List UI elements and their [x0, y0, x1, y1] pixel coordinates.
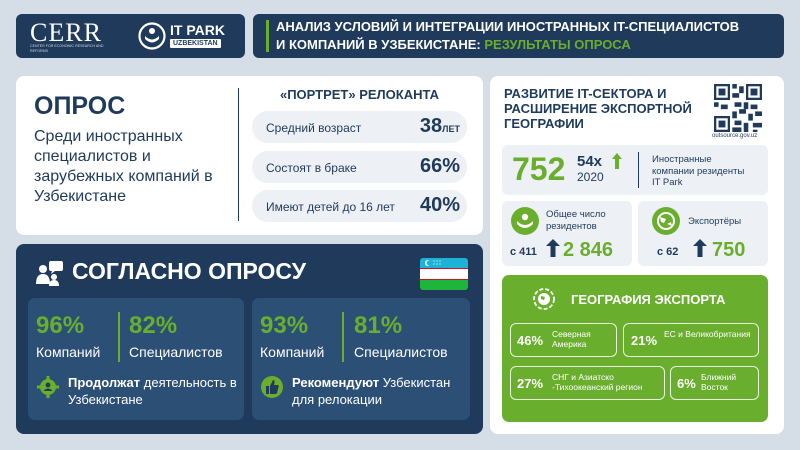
continue-divider: [118, 312, 120, 362]
header-title-line2: И КОМПАНИЙ В УЗБЕКИСТАНЕ: РЕЗУЛЬТАТЫ ОПР…: [276, 37, 631, 52]
portrait-title: «ПОРТРЕТ» РЕЛОКАНТА: [279, 87, 440, 102]
geo-item-cis-apac-name: СНГ и Азиатско -Тихоокеанский регион: [552, 372, 643, 392]
globe-icon: [533, 288, 555, 310]
geo-item-cis-apac-pct: 27%: [517, 376, 544, 391]
it-sector-title: РАЗВИТИЕ IT-СЕКТОРА И РАСШИРЕНИЕ ЭКСПОРТ…: [504, 86, 692, 131]
geo-item-cis-apac: [510, 366, 665, 400]
continue-companies-label: Компаний: [36, 344, 101, 360]
portrait-row-age-unit: ЛЕТ: [442, 124, 460, 134]
cerr-logo: CERR: [30, 18, 102, 47]
foreign-companies-label: Иностранные компании резиденты IT Park: [652, 154, 745, 188]
growth-multiplier: 54x: [577, 153, 603, 170]
geo-item-eu-uk-pct: 21%: [631, 333, 658, 348]
recommend-text: Рекомендуют Узбекистан для релокации: [292, 374, 464, 408]
survey-description: Среди иностранных специалистов и зарубеж…: [34, 128, 213, 205]
itpark-logo-subtitle: UZBEKISTAN: [170, 39, 221, 48]
exporters-label: Экспортёры: [688, 216, 742, 227]
survey-divider: [238, 88, 239, 221]
growth-arrow-icon: [612, 153, 622, 169]
portrait-row-age-value: 38: [419, 115, 443, 137]
opinion-title: СОГЛАСНО ОПРОСУ: [72, 258, 307, 284]
residents-icon: [511, 207, 539, 235]
geo-item-eu-uk-name: ЕС и Великобритания: [664, 329, 751, 339]
continue-companies-pct: 96%: [36, 312, 85, 339]
geo-item-eu-uk: [623, 323, 759, 357]
foreign-companies-count: 752: [512, 151, 566, 187]
recommend-divider: [342, 312, 344, 362]
recommend-text-bold: Рекомендуют: [292, 375, 380, 390]
geo-item-north-america-pct: 46%: [517, 333, 544, 348]
header-accent-bar: [266, 20, 269, 52]
uzbekistan-flag-icon: [420, 258, 468, 290]
portrait-row-married-label: Состоят в браке: [266, 161, 357, 175]
geo-item-north-america-name: Северная Америка: [552, 329, 591, 349]
exporters-to: 750: [712, 239, 746, 261]
portrait-row-married: [252, 151, 467, 183]
recommend-specialists-label: Специалистов: [354, 344, 448, 360]
continue-text-rest: деятельность в Узбекистане: [68, 375, 237, 407]
opinion-subcard-continue: [28, 298, 244, 420]
recommend-text-rest: Узбекистан для релокации: [292, 375, 451, 407]
continue-text: Продолжат деятельность в Узбекистане: [68, 374, 238, 408]
people-chat-icon: [36, 261, 63, 286]
header-title-line2-main: И КОМПАНИЙ В УЗБЕКИСТАНЕ:: [276, 37, 485, 52]
portrait-row-age-value-wrap: 38ЛЕТ: [405, 115, 460, 138]
geo-item-middle-east-pct: 6%: [677, 376, 696, 391]
gear-people-icon: [37, 376, 59, 398]
portrait-row-children-label: Имеют детей до 16 лет: [266, 200, 395, 214]
header-title-line2-accent: РЕЗУЛЬТАТЫ ОПРОСА: [484, 37, 631, 52]
residents-arrow-icon: [546, 239, 560, 257]
geo-item-middle-east: [670, 366, 759, 400]
residents-label: Общее число резидентов: [546, 209, 606, 232]
survey-title: ОПРОС: [34, 92, 126, 120]
growth-since-year: 2020: [577, 170, 604, 184]
geo-item-north-america: [510, 323, 617, 357]
opinion-subcard-recommend: [252, 298, 470, 420]
exporters-globe-icon: [652, 207, 680, 235]
portrait-row-children-value: 40%: [419, 194, 460, 216]
qr-code-icon[interactable]: [714, 84, 762, 132]
recommend-companies-pct: 93%: [260, 312, 309, 339]
exporters-from: с 62: [657, 246, 679, 258]
residents-from: с 411: [510, 246, 537, 258]
header-logos-panel: [16, 14, 245, 58]
itpark-logo-icon: [138, 22, 166, 50]
residents-to: 2 846: [563, 239, 614, 261]
foreign-companies-box: [502, 145, 768, 195]
portrait-row-age-label: Средний возраст: [266, 121, 362, 135]
export-geography-title: ГЕОГРАФИЯ ЭКСПОРТА: [571, 292, 726, 307]
recommend-companies-label: Компаний: [260, 344, 325, 360]
portrait-row-children: [252, 190, 467, 222]
geo-item-middle-east-name: Ближний Восток: [701, 372, 737, 392]
header-title-line1: АНАЛИЗ УСЛОВИЙ И ИНТЕГРАЦИИ ИНОСТРАННЫХ …: [276, 19, 740, 34]
continue-specialists-label: Специалистов: [129, 344, 223, 360]
portrait-row-age: [252, 111, 467, 143]
continue-specialists-pct: 82%: [129, 312, 178, 339]
continue-text-bold: Продолжат: [68, 375, 141, 390]
portrait-row-married-value: 66%: [419, 155, 460, 177]
exporters-arrow-icon: [693, 239, 707, 257]
itpark-logo-text: IT PARK: [170, 22, 225, 38]
header-title-panel: [253, 14, 784, 58]
qr-caption: outsource.gov.uz: [712, 133, 758, 139]
thumbs-up-icon: [261, 376, 283, 398]
foreign-box-divider: [638, 152, 639, 188]
recommend-specialists-pct: 81%: [354, 312, 403, 339]
cerr-logo-subtitle: CENTER FOR ECONOMIC RESEARCH AND REFORMS: [30, 44, 104, 53]
